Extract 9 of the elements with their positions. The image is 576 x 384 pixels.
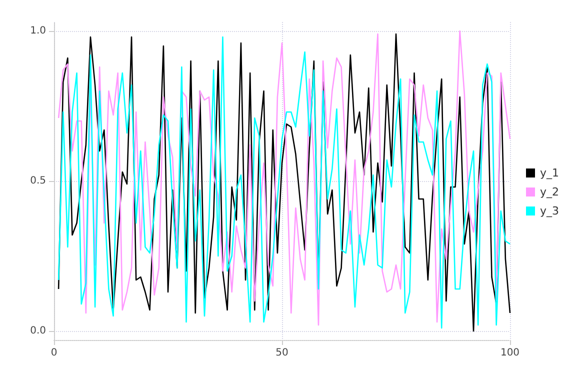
legend-label: y_1 — [540, 166, 560, 180]
x-tick-label: 0 — [50, 348, 58, 358]
y-tick-label: 1.0 — [30, 26, 46, 36]
legend-label: y_3 — [540, 204, 560, 218]
x-tick-label: 100 — [500, 348, 520, 358]
y-tick-label: 0.0 — [30, 326, 46, 336]
legend-label: y_2 — [540, 186, 560, 198]
y-tick-label: 0.5 — [30, 176, 46, 186]
x-tick-label: 50 — [276, 348, 288, 358]
